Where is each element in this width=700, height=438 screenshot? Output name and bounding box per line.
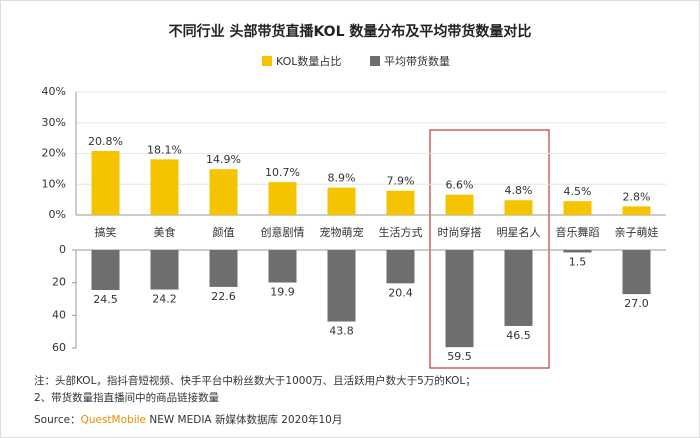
data-label: 7.9% [387,175,415,188]
data-label: 20.8% [88,135,123,148]
highlight-box [429,129,550,369]
y-tick-label: 30% [42,116,66,129]
data-label: 8.9% [328,172,356,185]
y-tick-label: 40 [52,308,66,321]
footnote: 注：头部KOL，指抖音短视频、快手平台中粉丝数大于1000万、且活跃用户数大于5… [34,374,476,387]
bar [563,201,592,215]
bar [563,250,592,253]
data-label: 27.0 [624,297,649,310]
bar [504,200,533,215]
data-label: 46.5 [506,329,531,342]
data-label: 22.6 [211,290,236,303]
y-tick-label: 20 [52,276,66,289]
data-label: 10.7% [265,166,300,179]
data-label: 1.5 [569,255,587,268]
bar [268,182,297,215]
x-tick-label: 颜值 [213,226,235,239]
bar [445,194,474,215]
source-brand: QuestMobile [81,414,146,426]
legend-swatch [370,56,380,66]
data-label: 4.5% [564,185,592,198]
x-tick-label: 美食 [154,225,176,239]
bar [504,250,533,326]
y-tick-label: 0 [59,243,66,256]
footnote: 2、带货数量指直播间中的商品链接数量 [34,391,220,404]
data-label: 14.9% [206,153,241,166]
bar [327,187,356,215]
data-label: 18.1% [147,143,182,156]
data-label: 24.2 [152,293,177,306]
source: Source：QuestMobile NEW MEDIA 新媒体数据库 2020… [34,413,342,426]
bar [622,250,651,295]
x-tick-label: 明星名人 [497,225,541,239]
x-tick-label: 生活方式 [379,225,423,239]
x-tick-label: 时尚穿搭 [438,225,482,239]
bar [209,250,238,287]
bar [91,151,120,215]
legend-label: 平均带货数量 [384,54,450,68]
data-label: 20.4 [388,286,413,299]
legend-swatch [262,56,272,66]
data-label: 2.8% [623,190,651,203]
data-label: 59.5 [447,350,472,363]
bar [209,169,238,215]
data-label: 4.8% [505,184,533,197]
x-tick-label: 创意剧情 [261,225,305,239]
y-tick-label: 20% [42,147,66,160]
y-tick-label: 40% [42,85,66,98]
chart-title: 不同行业 头部带货直播KOL 数量分布及平均带货数量对比 [169,23,532,40]
bar [150,250,179,290]
data-label: 19.9 [270,286,295,299]
bar [445,250,474,348]
bar [150,159,179,215]
source-rest: NEW MEDIA 新媒体数据库 2020年10月 [146,413,342,426]
bar [268,250,297,283]
y-tick-label: 0% [49,208,66,221]
data-label: 43.8 [329,325,354,338]
data-label: 24.5 [93,293,118,306]
x-tick-label: 亲子萌娃 [615,225,659,239]
legend-label: KOL数量占比 [276,54,341,68]
bar [386,190,415,215]
bar [386,250,415,284]
x-tick-label: 宠物萌宠 [320,225,364,239]
y-tick-label: 60 [52,341,66,354]
bar [91,250,120,291]
bar [622,206,651,215]
source-prefix: Source： [34,414,81,426]
bar [327,250,356,322]
data-label: 6.6% [446,179,474,192]
x-tick-label: 搞笑 [95,225,117,239]
y-tick-label: 10% [42,177,66,190]
x-tick-label: 音乐舞蹈 [556,225,600,239]
